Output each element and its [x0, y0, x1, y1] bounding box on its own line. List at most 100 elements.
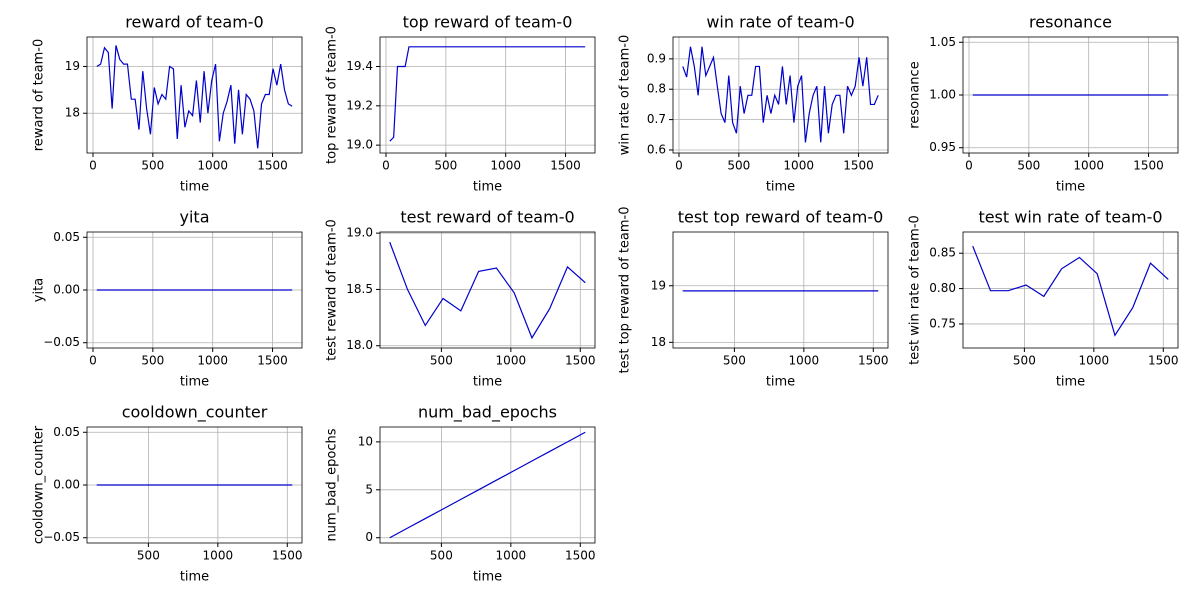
x-tick-label: 0 [382, 159, 390, 173]
x-tick-label: 1000 [197, 159, 228, 173]
y-tick-label: 18.5 [346, 282, 373, 296]
x-axis-label: time [766, 375, 795, 390]
axes-frame [672, 36, 889, 154]
data-line [96, 45, 293, 149]
x-tick-label: 0 [675, 159, 683, 173]
y-axis-label: test reward of team-0 [325, 219, 340, 361]
data-line [389, 241, 586, 340]
y-tick-label: 18 [651, 335, 666, 349]
x-tick-label: 1000 [197, 354, 228, 368]
axes-frame [379, 231, 596, 349]
y-tick-label: 5 [365, 482, 373, 496]
data-line [682, 46, 879, 143]
y-tick-label: 0.6 [647, 142, 666, 156]
x-axis-label: time [1056, 180, 1085, 195]
axes-frame [962, 231, 1179, 349]
y-axis-label: win rate of team-0 [618, 35, 633, 156]
x-tick-label: 1000 [490, 159, 521, 173]
x-tick-label: 1500 [272, 549, 303, 563]
subplot-title: resonance [1029, 13, 1112, 32]
y-tick-label: 0.80 [929, 281, 956, 295]
y-tick-label: 0.00 [53, 283, 80, 297]
data-line [389, 431, 586, 539]
x-tick-label: 1000 [1073, 159, 1104, 173]
x-tick-label: 500 [434, 159, 457, 173]
x-axis-label: time [1056, 375, 1085, 390]
x-axis-label: time [766, 180, 795, 195]
subplot-title: reward of team-0 [125, 13, 263, 32]
axes-frame [86, 426, 303, 544]
x-tick-label: 500 [1017, 159, 1040, 173]
subplot: 0 500 1000 1500 18 19 reward of team-0 time rewa… [32, 13, 303, 195]
y-tick-label: 0.05 [53, 230, 80, 244]
x-tick-label: 1500 [565, 549, 596, 563]
axes-frame [379, 426, 596, 544]
subplot: 0 500 1000 1500 −0.05 0.00 0.05 yita time yita [32, 208, 303, 390]
x-tick-label: 1000 [496, 549, 527, 563]
y-tick-label: 0.75 [929, 316, 956, 330]
y-tick-label: 19.0 [346, 226, 373, 240]
x-axis-label: time [180, 570, 209, 585]
x-tick-label: 1500 [858, 354, 889, 368]
x-tick-label: 1000 [1079, 354, 1110, 368]
x-tick-label: 1500 [1133, 159, 1164, 173]
y-tick-label: 19.0 [346, 138, 373, 152]
axes-frame [962, 36, 1179, 154]
x-tick-label: 500 [1013, 354, 1036, 368]
y-axis-label: resonance [908, 61, 923, 128]
y-axis-label: test top reward of team-0 [618, 206, 633, 373]
subplot: 0 500 1000 1500 0.95 1.00 1.05 resonance time res… [908, 13, 1179, 195]
y-tick-label: 18.0 [346, 338, 373, 352]
y-tick-label: 10 [358, 434, 373, 448]
x-tick-label: 1000 [789, 354, 820, 368]
y-tick-label: 19.4 [346, 59, 373, 73]
subplot-title: test win rate of team-0 [978, 208, 1162, 227]
subplot-title: cooldown_counter [122, 403, 268, 423]
subplot-title: test top reward of team-0 [678, 208, 884, 227]
axes-frame [379, 36, 596, 154]
y-axis-label: num_bad_epochs [325, 428, 340, 541]
x-tick-label: 500 [727, 159, 750, 173]
x-tick-label: 1000 [783, 159, 814, 173]
subplot: 500 1000 1500 18.0 18.5 19.0 test reward of te… [325, 208, 596, 390]
y-tick-label: 19 [65, 59, 80, 73]
x-tick-label: 0 [89, 159, 97, 173]
y-tick-label: 0.85 [929, 246, 956, 260]
axes-frame [86, 231, 303, 349]
x-tick-label: 500 [430, 549, 453, 563]
y-tick-label: 0.00 [53, 478, 80, 492]
y-tick-label: −0.05 [43, 335, 80, 349]
y-axis-label: yita [32, 278, 47, 302]
x-tick-label: 0 [89, 354, 97, 368]
y-tick-label: 0.95 [929, 140, 956, 154]
x-axis-label: time [473, 375, 502, 390]
subplot: 0 500 1000 1500 19.0 19.2 19.4 top reward of te… [325, 13, 596, 195]
subplot-title: yita [180, 208, 210, 227]
x-axis-label: time [473, 570, 502, 585]
y-axis-label: cooldown_counter [32, 425, 47, 544]
x-axis-label: time [180, 375, 209, 390]
y-tick-label: 19.2 [346, 98, 373, 112]
y-tick-label: 0.7 [647, 112, 666, 126]
x-tick-label: 1500 [257, 354, 288, 368]
subplot-title: top reward of team-0 [403, 13, 573, 32]
y-tick-label: 0.05 [53, 425, 80, 439]
y-tick-label: 0 [365, 530, 373, 544]
x-tick-label: 1000 [496, 354, 527, 368]
y-axis-label: top reward of team-0 [325, 26, 340, 164]
y-tick-label: −0.05 [43, 530, 80, 544]
axes-frame [86, 36, 303, 154]
x-tick-label: 0 [965, 159, 973, 173]
x-tick-label: 1000 [203, 549, 234, 563]
y-tick-label: 1.05 [929, 35, 956, 49]
x-tick-label: 500 [430, 354, 453, 368]
data-line [389, 46, 586, 142]
axes-frame [672, 231, 889, 349]
subplot-title: test reward of team-0 [400, 208, 574, 227]
x-tick-label: 1500 [257, 159, 288, 173]
x-tick-label: 500 [723, 354, 746, 368]
y-tick-label: 19 [651, 278, 666, 292]
subplot: 0 500 1000 1500 0.6 0.7 0.8 0.9 win rate of team… [618, 13, 889, 195]
